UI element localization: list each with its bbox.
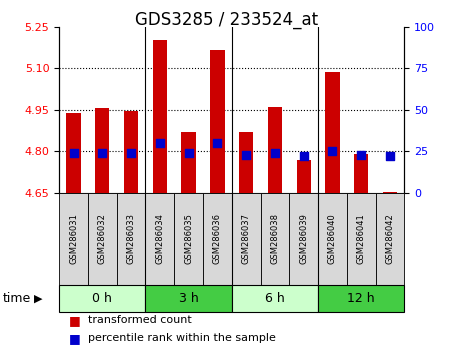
Bar xyxy=(59,285,145,312)
Bar xyxy=(95,108,109,193)
Text: GSM286033: GSM286033 xyxy=(127,213,136,264)
Text: GSM286035: GSM286035 xyxy=(184,213,193,264)
Bar xyxy=(59,193,88,285)
Text: GSM286039: GSM286039 xyxy=(299,213,308,264)
Bar xyxy=(182,132,196,193)
Bar xyxy=(325,72,340,193)
Point xyxy=(185,150,193,156)
Bar xyxy=(145,193,174,285)
Bar xyxy=(347,193,376,285)
Bar xyxy=(88,193,117,285)
Bar xyxy=(376,193,404,285)
Bar xyxy=(117,193,145,285)
Text: GSM286038: GSM286038 xyxy=(271,213,280,264)
Bar xyxy=(261,193,289,285)
Point xyxy=(98,150,106,156)
Text: GDS3285 / 233524_at: GDS3285 / 233524_at xyxy=(135,11,319,29)
Bar xyxy=(124,111,138,193)
Text: GSM286041: GSM286041 xyxy=(357,213,366,264)
Point xyxy=(156,140,164,146)
Bar xyxy=(203,193,232,285)
Text: time: time xyxy=(2,292,31,305)
Bar xyxy=(268,107,282,193)
Point xyxy=(242,152,250,158)
Text: ▶: ▶ xyxy=(34,293,43,303)
Point xyxy=(214,140,221,146)
Point xyxy=(271,150,279,156)
Text: transformed count: transformed count xyxy=(88,315,191,325)
Text: ■: ■ xyxy=(69,332,80,344)
Bar xyxy=(289,193,318,285)
Bar xyxy=(232,193,261,285)
Bar xyxy=(239,132,254,193)
Text: 12 h: 12 h xyxy=(348,292,375,305)
Bar xyxy=(297,160,311,193)
Point xyxy=(386,154,394,159)
Text: 3 h: 3 h xyxy=(179,292,199,305)
Bar xyxy=(318,285,404,312)
Text: GSM286042: GSM286042 xyxy=(385,213,394,264)
Point xyxy=(329,149,336,154)
Bar xyxy=(210,50,225,193)
Bar xyxy=(318,193,347,285)
Bar xyxy=(145,285,232,312)
Bar xyxy=(232,285,318,312)
Bar xyxy=(383,192,397,193)
Text: GSM286031: GSM286031 xyxy=(69,213,78,264)
Text: GSM286037: GSM286037 xyxy=(242,213,251,264)
Text: 6 h: 6 h xyxy=(265,292,285,305)
Text: 0 h: 0 h xyxy=(92,292,112,305)
Text: percentile rank within the sample: percentile rank within the sample xyxy=(88,333,275,343)
Bar xyxy=(354,154,368,193)
Point xyxy=(127,150,135,156)
Point xyxy=(358,152,365,158)
Bar xyxy=(153,40,167,193)
Text: GSM286036: GSM286036 xyxy=(213,213,222,264)
Bar xyxy=(66,113,81,193)
Point xyxy=(300,154,307,159)
Text: GSM286032: GSM286032 xyxy=(98,213,107,264)
Point xyxy=(70,150,77,156)
Bar xyxy=(174,193,203,285)
Text: GSM286040: GSM286040 xyxy=(328,213,337,264)
Text: GSM286034: GSM286034 xyxy=(155,213,164,264)
Text: ■: ■ xyxy=(69,314,80,327)
